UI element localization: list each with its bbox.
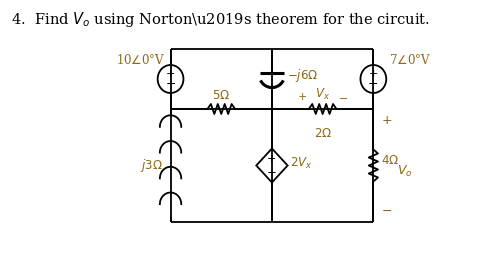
Text: $4\Omega$: $4\Omega$: [380, 154, 398, 167]
Text: 10$\angle$0°V: 10$\angle$0°V: [116, 53, 166, 67]
Text: $V_x$: $V_x$: [315, 87, 330, 102]
Text: −: −: [165, 77, 175, 91]
Text: $2\Omega$: $2\Omega$: [313, 127, 331, 140]
Text: +: +: [165, 69, 175, 79]
Text: $2V_x$: $2V_x$: [290, 156, 312, 171]
Text: $+$: $+$: [380, 115, 391, 128]
Text: −: −: [267, 165, 277, 178]
Text: 4.  Find $V_o$ using Norton\u2019s theorem for the circuit.: 4. Find $V_o$ using Norton\u2019s theore…: [11, 10, 429, 29]
Text: $+$: $+$: [297, 91, 307, 102]
Text: +: +: [267, 155, 276, 164]
Text: $j3\Omega$: $j3\Omega$: [140, 157, 163, 174]
Text: $-j6\Omega$: $-j6\Omega$: [286, 66, 317, 84]
Text: 7$\angle$0°V: 7$\angle$0°V: [388, 53, 430, 67]
Text: $V_o$: $V_o$: [396, 164, 412, 179]
Text: $-$: $-$: [380, 203, 391, 217]
Text: $-$: $-$: [337, 92, 347, 102]
Text: −: −: [367, 77, 378, 91]
Text: $5\Omega$: $5\Omega$: [212, 89, 230, 102]
Text: +: +: [368, 69, 377, 79]
